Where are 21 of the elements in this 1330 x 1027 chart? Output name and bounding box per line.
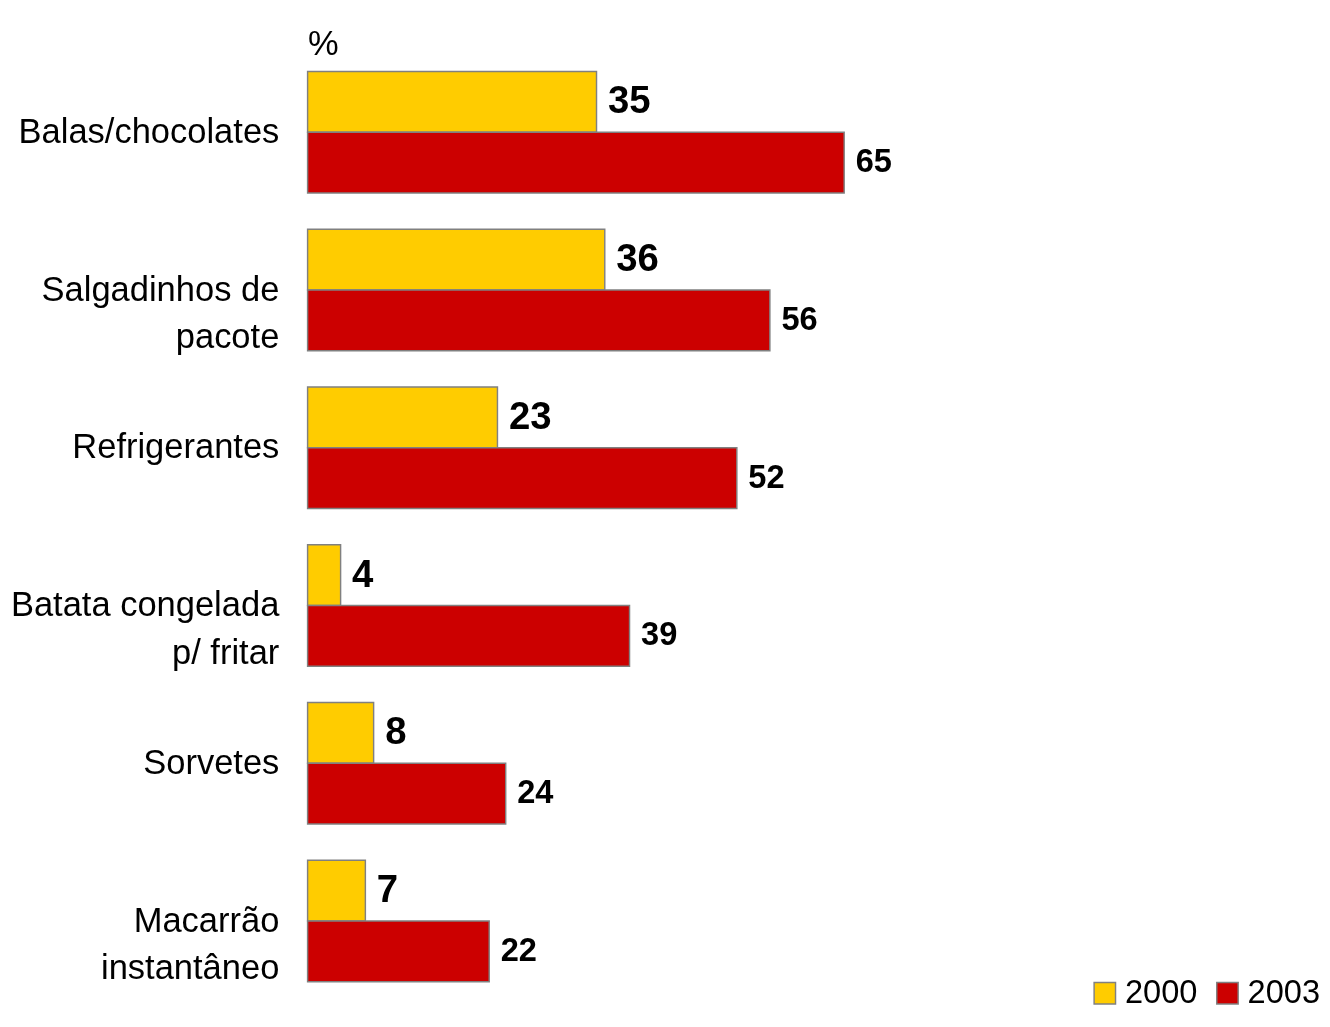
y-tick-label: Sorvetes — [143, 742, 280, 781]
data-label: 56 — [781, 300, 818, 337]
y-tick-label: Salgadinhos de pacote — [41, 269, 280, 356]
legend-label: 2003 — [1247, 973, 1321, 1010]
data-label: 7 — [376, 867, 399, 911]
data-label: 35 — [608, 78, 651, 122]
data-label: 8 — [385, 709, 407, 753]
y-tick-label: Macarrão instantâneo — [100, 900, 280, 987]
data-label: 39 — [641, 616, 678, 653]
data-label: 23 — [508, 393, 552, 437]
data-label: 65 — [855, 143, 892, 180]
data-label: 52 — [748, 458, 785, 495]
y-tick-label: Balas/chocolates — [18, 111, 280, 150]
x-axis-title: % — [308, 23, 339, 62]
data-label: 4 — [352, 551, 375, 595]
data-label: 24 — [517, 774, 554, 811]
data-label: 36 — [616, 236, 659, 280]
y-tick-label: Refrigerantes — [72, 427, 280, 466]
y-tick-label: Batata congelada p/ fritar — [10, 585, 281, 671]
legend-label: 2000 — [1124, 973, 1198, 1010]
data-label: 22 — [500, 931, 537, 968]
